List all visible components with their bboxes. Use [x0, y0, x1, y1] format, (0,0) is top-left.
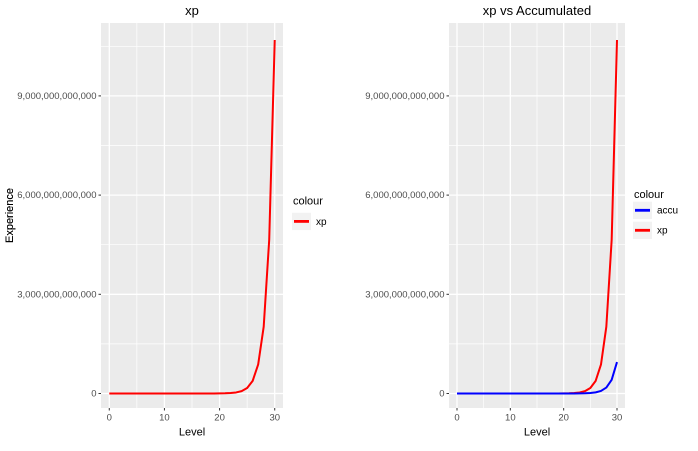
y-axis-title: Experience	[4, 188, 16, 243]
chart-title: xp	[185, 3, 199, 18]
y-axis-title: Experience	[4, 188, 16, 243]
chart-xp-vs-accumulated: 0 10 20 30 0 3,000,000,000,000 6,000,000,000,0…	[4, 3, 678, 439]
legend: colour accu xp	[633, 189, 678, 239]
legend-label: accu	[657, 206, 678, 217]
chart-title: xp vs Accumulated	[483, 3, 591, 18]
x-tick-label: 10	[505, 413, 516, 424]
x-tick-label: 20	[214, 413, 225, 424]
x-tick-label: 10	[159, 413, 170, 424]
legend-title: colour	[293, 196, 323, 208]
chart-xp: 0 10 20 30 0 3,000,000,000,000 6,000,000,000,0…	[4, 3, 327, 439]
y-tick-label: 9,000,000,000,000	[17, 91, 96, 102]
x-axis-title: Level	[524, 427, 550, 439]
legend-title: colour	[634, 189, 664, 201]
y-tick-label: 3,000,000,000,000	[17, 289, 96, 300]
x-tick-label: 0	[107, 413, 112, 424]
y-tick-label: 0	[91, 389, 96, 400]
y-tick-label: 3,000,000,000,000	[365, 289, 444, 300]
legend-label: xp	[316, 217, 327, 228]
y-tick-label: 9,000,000,000,000	[365, 91, 444, 102]
x-tick-label: 0	[454, 413, 459, 424]
y-tick-label: 6,000,000,000,000	[17, 190, 96, 201]
x-tick-label: 20	[558, 413, 569, 424]
legend: colour xp	[292, 196, 327, 231]
x-axis-title: Level	[179, 427, 205, 439]
y-tick-label: 0	[439, 389, 444, 400]
series-line-xp	[109, 39, 276, 395]
series-line-accu	[457, 361, 618, 395]
y-tick-label: 6,000,000,000,000	[365, 190, 444, 201]
x-tick-label: 30	[269, 413, 280, 424]
x-tick-label: 30	[612, 413, 623, 424]
legend-label: xp	[657, 226, 668, 237]
